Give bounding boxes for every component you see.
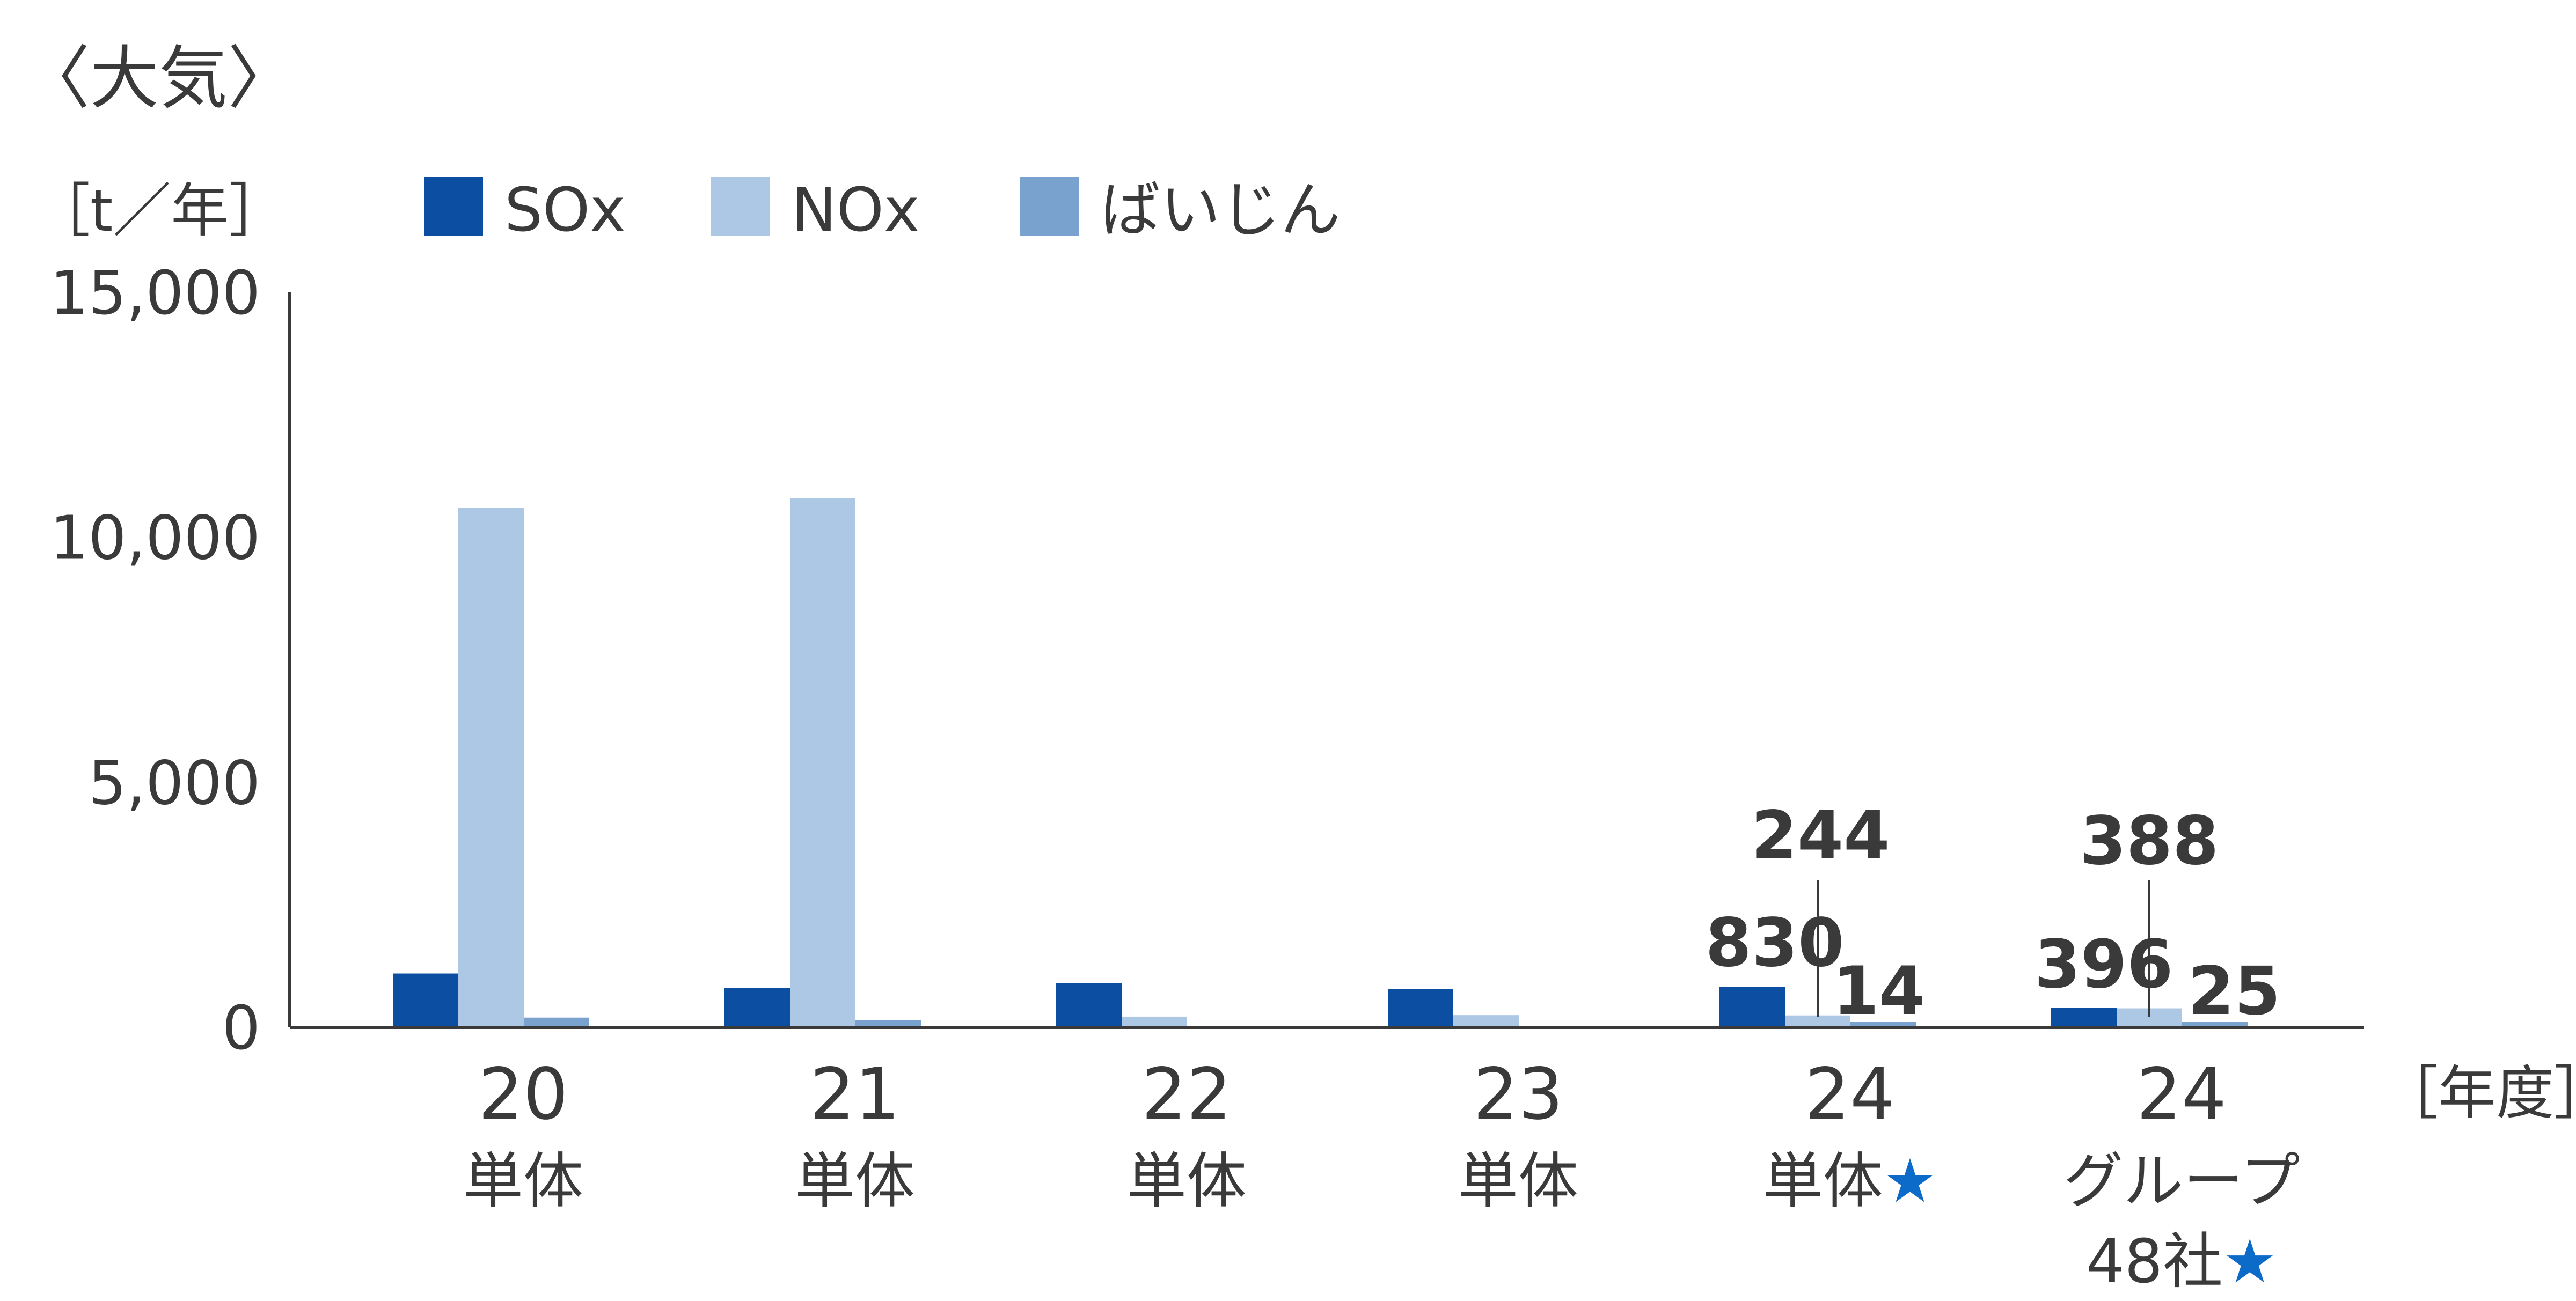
data-labels: 830 244 14 396 388 25 [1706, 797, 2281, 1030]
x-axis-categories: 20 単体 21 単体 22 単体 23 単体 24 単体★ 24 グループ 48社★ [463, 1053, 2300, 1297]
legend-label: ばいじん [1100, 175, 1341, 245]
y-axis-unit: ［t／年］ [32, 178, 287, 245]
x-axis-unit: ［年度］ [2380, 1060, 2576, 1127]
star-icon: ★ [2223, 1227, 2277, 1297]
chart-title: 〈大気〉 [21, 39, 296, 119]
category-year: 23 [1473, 1053, 1563, 1136]
data-label: 25 [2188, 953, 2281, 1030]
y-tick-label: 0 [222, 994, 260, 1063]
category-year: 24 [1805, 1053, 1895, 1136]
data-label: 14 [1833, 953, 1926, 1030]
data-label: 244 [1751, 797, 1890, 874]
bars [393, 498, 2248, 1027]
bar [2051, 1008, 2117, 1027]
bar [2182, 1022, 2248, 1027]
bar [1056, 983, 1122, 1027]
bar [1785, 1015, 1850, 1027]
category-sub2: 48社★ [2087, 1227, 2277, 1297]
legend-swatch [424, 177, 483, 236]
legend: SOx NOx ばいじん [424, 175, 1341, 245]
star-icon: ★ [1883, 1146, 1937, 1216]
bar [393, 973, 458, 1027]
bar [458, 508, 524, 1027]
bar [1719, 987, 1785, 1027]
bar [1453, 1015, 1519, 1027]
data-label: 830 [1706, 905, 1845, 982]
category-year: 21 [810, 1053, 900, 1136]
category-sub: 単体 [795, 1146, 915, 1216]
data-label: 388 [2080, 803, 2219, 880]
category-year: 20 [478, 1053, 568, 1136]
category-sub: 単体 [1458, 1146, 1578, 1216]
legend-label: SOx [504, 175, 626, 245]
category-year: 22 [1141, 1053, 1232, 1136]
category-sub: 単体★ [1763, 1146, 1937, 1216]
bar [855, 1020, 921, 1027]
legend-swatch [1020, 177, 1079, 236]
legend-label: NOx [792, 175, 919, 245]
label-leader-lines [1817, 880, 2150, 1017]
legend-swatch [711, 177, 770, 236]
bar [1388, 989, 1453, 1027]
bar [524, 1017, 589, 1027]
y-tick-label: 15,000 [50, 259, 260, 328]
bar [724, 988, 790, 1027]
category-sub: 単体 [1126, 1146, 1247, 1216]
category-sub: グループ [2063, 1146, 2300, 1216]
category-sub: 単体 [463, 1146, 583, 1216]
data-label: 396 [2035, 926, 2174, 1003]
category-year: 24 [2136, 1053, 2227, 1136]
bar [1122, 1016, 1187, 1027]
bar [790, 498, 855, 1027]
bar [1850, 1022, 1916, 1027]
y-tick-label: 10,000 [50, 504, 260, 574]
y-tick-label: 5,000 [88, 748, 260, 818]
y-axis-ticks: 0 5,000 10,000 15,000 [50, 259, 260, 1063]
